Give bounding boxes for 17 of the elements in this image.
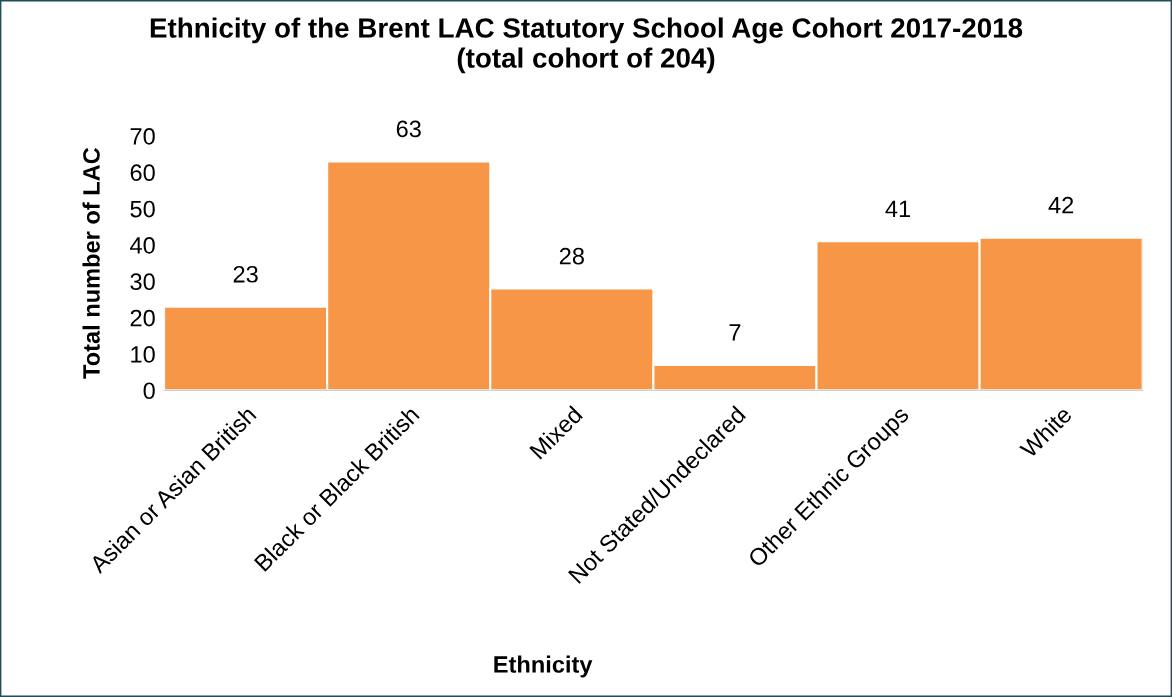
chart-title: Ethnicity of the Brent LAC Statutory School Age Cohort 2017-2018 (total cohort of 204) [150,17,1023,74]
y-tick-label: 20 [130,309,155,327]
y-tick-label: 0 [143,382,155,400]
data-label: 63 [396,120,421,138]
y-tick-label: 30 [130,273,155,291]
data-label: 7 [729,324,741,341]
y-tick-label: 60 [130,164,155,182]
y-tick-label: 70 [130,127,155,145]
y-tick-label: 10 [131,346,155,363]
data-label: 23 [233,265,258,283]
data-label: 28 [559,247,584,265]
y-tick-label: 40 [130,237,155,254]
x-axis-title: Ethnicity [494,655,593,678]
data-label: 42 [1048,196,1074,214]
y-axis-title: Total number of LAC [82,147,100,379]
y-tick-label: 50 [130,200,155,218]
data-label: 41 [885,200,911,217]
